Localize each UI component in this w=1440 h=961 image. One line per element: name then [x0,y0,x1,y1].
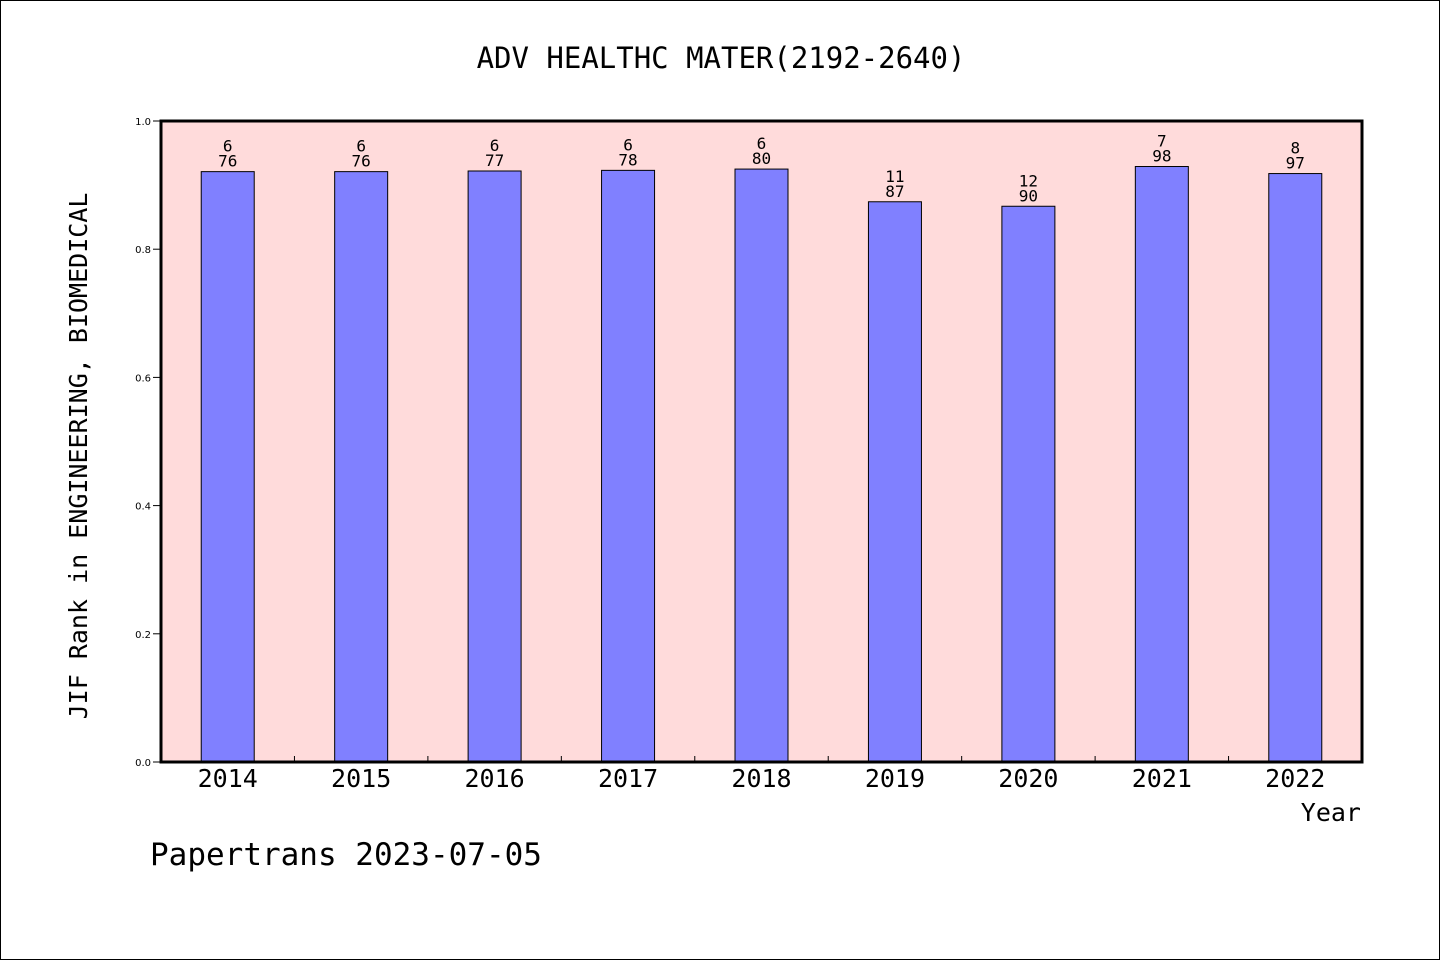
rank-label: 7 [1157,132,1167,151]
rank-label: 6 [623,135,633,154]
total-label: 77 [485,151,504,170]
y-axis: 0.0 0.2 0.4 0.6 0.8 1.0 [135,117,161,769]
x-tick-label: 2019 [865,764,925,793]
bar-2018 [734,168,789,763]
rank-label: 6 [223,137,233,156]
plot-border [159,119,1364,764]
x-tick-label: 2020 [998,764,1058,793]
rank-label: 12 [1019,171,1038,190]
x-axis: 2014 2015 2016 2017 2018 2019 2020 2021 2022 [198,756,1325,793]
total-label: 76 [218,152,237,171]
bar-2022 [1268,173,1323,763]
total-label: 80 [752,149,771,168]
y-tick-label: 0.6 [135,373,151,384]
total-label: 78 [618,150,637,169]
chart-title: ADV HEALTHC MATER(2192-2640) [477,41,966,75]
bars-group [200,166,1323,763]
y-tick-label: 0.8 [135,245,151,256]
rank-label: 8 [1290,139,1300,158]
total-label: 98 [1152,147,1171,166]
x-tick-label: 2021 [1132,764,1192,793]
bar-2017 [601,169,656,763]
x-tick-label: 2022 [1265,764,1325,793]
total-label: 87 [885,182,904,201]
x-tick-label: 2017 [598,764,658,793]
y-tick-label: 0.2 [135,630,151,641]
x-tick-label: 2018 [731,764,791,793]
rank-label: 6 [356,137,366,156]
x-tick-label: 2016 [465,764,525,793]
y-tick-label: 1.0 [135,117,151,128]
y-tick-label: 0.0 [135,758,151,769]
bar-2014 [200,171,255,763]
bar-2020 [1001,205,1056,763]
bar-2015 [334,171,389,763]
y-tick-label: 0.4 [135,502,151,513]
rank-label: 11 [885,167,904,186]
y-axis-label: JIF Rank in ENGINEERING, BIOMEDICAL [64,193,93,720]
x-tick-label: 2014 [198,764,258,793]
footer-text: Papertrans 2023-07-05 [150,837,542,873]
total-label: 90 [1019,186,1038,205]
x-tick-label: 2015 [331,764,391,793]
rank-label: 6 [757,134,767,153]
total-label: 97 [1286,154,1305,173]
total-label: 76 [352,152,371,171]
rank-label: 6 [490,136,500,155]
bar-2019 [867,201,922,763]
x-axis-label: Year [1301,798,1361,827]
bar-2021 [1134,166,1189,763]
bar-2016 [467,170,522,763]
